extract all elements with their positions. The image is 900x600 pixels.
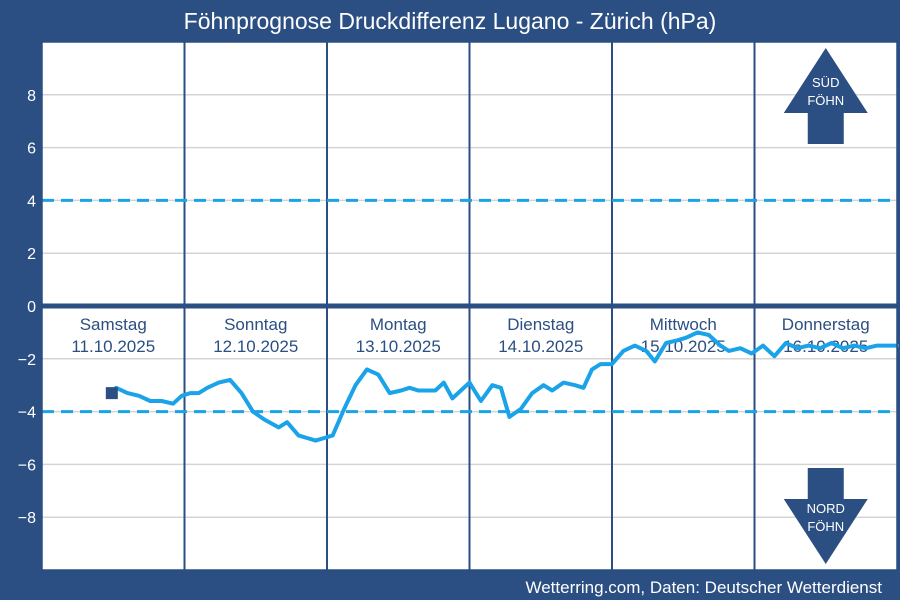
y-axis-ticks: 8 6 4 2 0 −2 −4 −6 −8 bbox=[18, 88, 36, 527]
y-tick-label: −4 bbox=[18, 405, 36, 422]
day-label-date: 12.10.2025 bbox=[213, 337, 298, 356]
day-label-date: 11.10.2025 bbox=[71, 337, 155, 356]
south-fohn-arrow bbox=[783, 48, 868, 144]
north-arrow-label: NORD bbox=[807, 501, 845, 516]
chart-title: Föhnprognose Druckdifferenz Lugano - Zür… bbox=[183, 8, 717, 34]
y-tick-label: 8 bbox=[27, 88, 36, 105]
south-arrow-label: FÖHN bbox=[807, 93, 844, 108]
series-layer bbox=[105, 330, 899, 443]
day-labels: Samstag 11.10.2025 Sonntag 12.10.2025 Montag… bbox=[71, 315, 869, 356]
start-marker bbox=[105, 387, 118, 400]
day-label-weekday: Dienstag bbox=[507, 315, 574, 334]
south-arrow-label: SÜD bbox=[812, 75, 839, 90]
y-tick-label: 0 bbox=[27, 299, 36, 316]
series-line bbox=[114, 330, 899, 443]
day-label-date: 13.10.2025 bbox=[356, 337, 441, 356]
y-tick-label: −2 bbox=[18, 352, 36, 369]
north-arrow-label: FÖHN bbox=[807, 519, 844, 534]
y-tick-label: −8 bbox=[18, 510, 36, 527]
day-label-weekday: Mittwoch bbox=[650, 315, 717, 334]
day-label-date: 14.10.2025 bbox=[498, 337, 583, 356]
day-label-weekday: Sonntag bbox=[224, 315, 287, 334]
plot-border bbox=[41, 41, 898, 571]
y-tick-label: −6 bbox=[18, 457, 36, 474]
day-label-weekday: Samstag bbox=[80, 315, 147, 334]
y-tick-label: 4 bbox=[27, 193, 36, 210]
y-tick-label: 6 bbox=[27, 141, 36, 158]
day-label-weekday: Montag bbox=[370, 315, 427, 334]
y-tick-label: 2 bbox=[27, 246, 36, 263]
north-fohn-arrow bbox=[783, 468, 868, 564]
fohn-arrows: SÜD FÖHN NORD FÖHN bbox=[783, 48, 868, 564]
day-label-weekday: Donnerstag bbox=[782, 315, 870, 334]
source-credit: Wetterring.com, Daten: Deutscher Wetterd… bbox=[525, 578, 882, 597]
threshold-lines bbox=[42, 198, 897, 414]
